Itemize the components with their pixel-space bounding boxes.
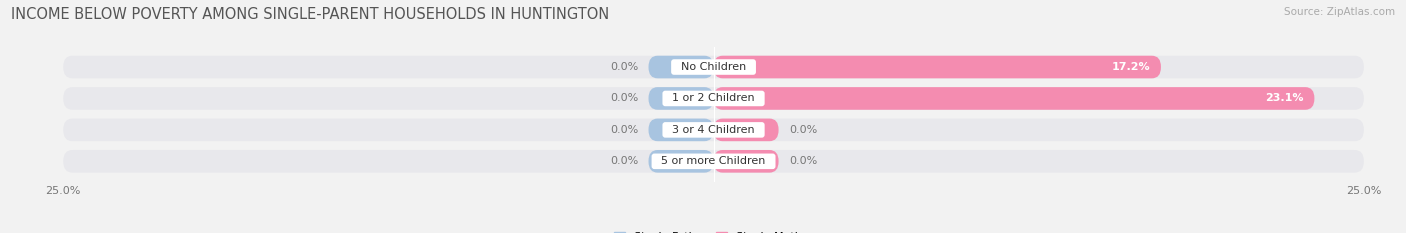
FancyBboxPatch shape <box>648 87 713 110</box>
Text: INCOME BELOW POVERTY AMONG SINGLE-PARENT HOUSEHOLDS IN HUNTINGTON: INCOME BELOW POVERTY AMONG SINGLE-PARENT… <box>11 7 609 22</box>
Text: 0.0%: 0.0% <box>610 62 638 72</box>
FancyBboxPatch shape <box>713 87 1315 110</box>
Text: 0.0%: 0.0% <box>789 125 817 135</box>
FancyBboxPatch shape <box>63 119 1364 141</box>
Text: 23.1%: 23.1% <box>1265 93 1303 103</box>
Text: No Children: No Children <box>673 62 754 72</box>
FancyBboxPatch shape <box>713 150 779 173</box>
Text: Source: ZipAtlas.com: Source: ZipAtlas.com <box>1284 7 1395 17</box>
Text: 0.0%: 0.0% <box>789 156 817 166</box>
FancyBboxPatch shape <box>63 87 1364 110</box>
FancyBboxPatch shape <box>648 56 713 78</box>
FancyBboxPatch shape <box>63 150 1364 173</box>
FancyBboxPatch shape <box>713 119 779 141</box>
Text: 0.0%: 0.0% <box>610 93 638 103</box>
FancyBboxPatch shape <box>648 150 713 173</box>
Text: 5 or more Children: 5 or more Children <box>654 156 773 166</box>
Text: 3 or 4 Children: 3 or 4 Children <box>665 125 762 135</box>
Text: 0.0%: 0.0% <box>610 125 638 135</box>
Text: 1 or 2 Children: 1 or 2 Children <box>665 93 762 103</box>
Text: 0.0%: 0.0% <box>610 156 638 166</box>
Text: 17.2%: 17.2% <box>1112 62 1150 72</box>
FancyBboxPatch shape <box>713 56 1161 78</box>
FancyBboxPatch shape <box>63 56 1364 78</box>
FancyBboxPatch shape <box>648 119 713 141</box>
Legend: Single Father, Single Mother: Single Father, Single Mother <box>609 227 818 233</box>
